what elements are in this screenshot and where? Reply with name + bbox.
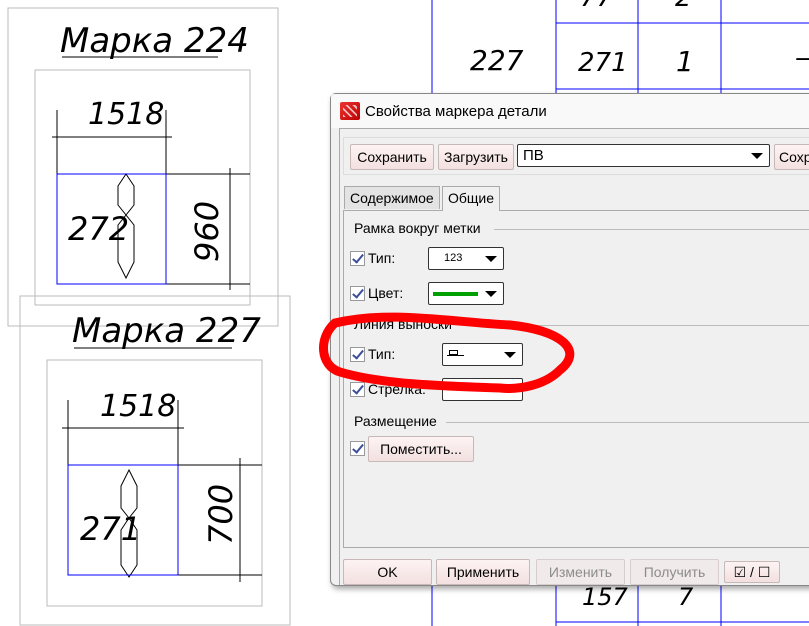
mark-224-frame xyxy=(7,7,279,327)
leader-arrow-checkbox[interactable] xyxy=(350,382,365,397)
leader-arrow-label: Стрелка: xyxy=(368,381,426,397)
frame-color-select[interactable] xyxy=(428,282,504,305)
chevron-down-icon xyxy=(751,152,763,159)
place-button[interactable]: Поместить... xyxy=(368,436,474,462)
load-button[interactable]: Загрузить xyxy=(438,144,514,170)
preset-select[interactable]: ПВ xyxy=(517,144,770,167)
frame-color-label: Цвет: xyxy=(368,285,404,301)
tab-content[interactable]: Содержимое xyxy=(344,186,440,209)
title-bar[interactable]: Свойства маркера детали xyxy=(331,94,809,128)
frame-type-select[interactable]: 123 xyxy=(428,247,504,270)
mark-224-part: 272 xyxy=(68,210,129,248)
chevron-down-icon xyxy=(504,351,516,358)
table-cell: 2 xyxy=(675,0,692,13)
chevron-down-icon xyxy=(485,255,497,262)
mark-227-height-dim: 700 xyxy=(202,484,240,545)
save-as-button[interactable]: Сохр xyxy=(774,144,809,170)
leader-group-title: Линия выноски xyxy=(354,316,452,332)
table-cell: 157 xyxy=(582,583,629,611)
table-cell: 227 xyxy=(470,44,524,77)
leader-arrow-select[interactable] xyxy=(442,378,523,401)
mark-224-title: Марка 224 xyxy=(60,21,249,61)
table-cell: 7 xyxy=(678,583,694,611)
mark-227-width-dim: 1518 xyxy=(100,389,176,424)
table-cell: 271 xyxy=(578,48,628,78)
general-tab-panel: Рамка вокруг метки Тип: 123 Цвет: Линия … xyxy=(343,210,809,548)
save-button[interactable]: Сохранить xyxy=(350,144,434,170)
modify-button[interactable]: Изменить xyxy=(536,559,625,585)
marker-properties-dialog: Свойства маркера детали Сохранить Загруз… xyxy=(330,93,809,586)
frame-type-checkbox[interactable] xyxy=(350,251,365,266)
frame-type-label: Тип: xyxy=(368,250,396,266)
table-cell: 77 xyxy=(580,0,614,13)
get-button[interactable]: Получить xyxy=(630,559,719,585)
frame-color-checkbox[interactable] xyxy=(350,286,365,301)
dialog-title: Свойства маркера детали xyxy=(365,103,547,120)
ok-button[interactable]: OK xyxy=(343,559,432,585)
chevron-down-icon xyxy=(485,290,497,297)
mark-227-part: 271 xyxy=(80,510,141,548)
chevron-down-icon xyxy=(504,386,516,393)
mark-227-title: Марка 227 xyxy=(72,311,261,351)
arrow-line-icon xyxy=(451,384,481,385)
preset-value: ПВ xyxy=(523,147,544,164)
app-icon xyxy=(340,102,360,120)
preset-toolbar: Сохранить Загрузить ПВ Сохр xyxy=(343,137,809,175)
table-cell: 1 xyxy=(676,45,694,78)
mark-224-width-dim: 1518 xyxy=(88,97,164,132)
frame-group-title: Рамка вокруг метки xyxy=(354,220,481,236)
mark-227-frame xyxy=(19,295,291,626)
placement-checkbox[interactable] xyxy=(350,441,365,456)
frame-type-value: 123 xyxy=(444,252,463,264)
placement-group-title: Размещение xyxy=(354,413,437,429)
leader-type-checkbox[interactable] xyxy=(350,347,365,362)
leader-type-select[interactable] xyxy=(442,343,523,366)
mark-224-height-dim: 960 xyxy=(188,201,226,262)
tab-general[interactable]: Общие xyxy=(442,186,501,211)
leader-type-label: Тип: xyxy=(368,346,396,362)
table-cell: — xyxy=(795,43,809,73)
color-swatch xyxy=(433,292,478,296)
apply-button[interactable]: Применить xyxy=(436,559,530,585)
toggle-all-button[interactable]: ☑ / ☐ xyxy=(724,561,780,583)
